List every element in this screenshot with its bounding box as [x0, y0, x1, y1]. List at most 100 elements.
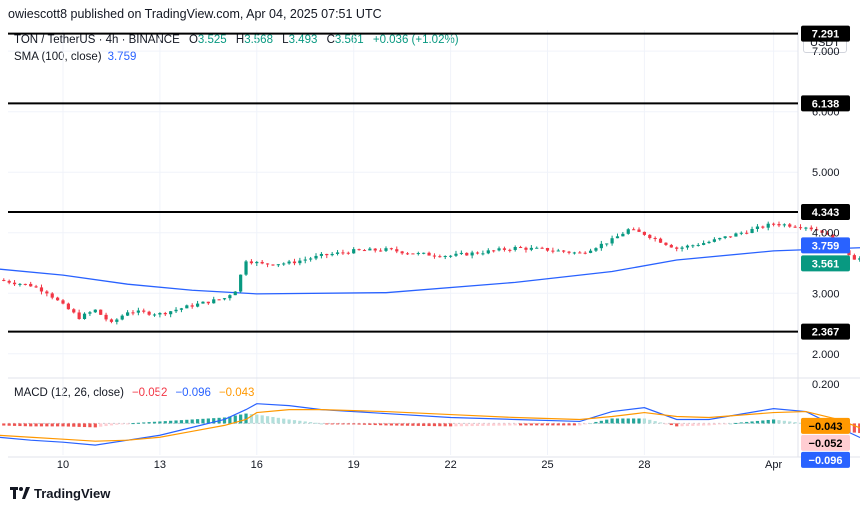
macd-hist-bar: [513, 423, 517, 426]
candle-down: [346, 252, 350, 254]
candle-down: [109, 319, 114, 322]
candle-up: [136, 310, 140, 313]
sma-label[interactable]: SMA (100, close): [14, 51, 102, 63]
candle-up: [169, 311, 173, 315]
candle-down: [99, 309, 103, 315]
macd-hist-bar: [335, 423, 340, 425]
candle-down: [583, 252, 587, 254]
macd-hist-bar: [556, 423, 560, 426]
candle-down: [551, 250, 555, 252]
candle-up: [529, 247, 533, 250]
candle-up: [282, 263, 286, 265]
macd-lines: [0, 403, 860, 446]
macd-hist-bar: [502, 423, 507, 426]
tradingview-brand[interactable]: TradingView: [10, 486, 110, 501]
candle-down: [45, 291, 49, 294]
candle-up: [739, 232, 743, 234]
candle-down: [502, 248, 507, 250]
open-value: 3.525: [197, 34, 227, 46]
macd-hist-bar: [449, 423, 453, 427]
macd-hist-bar: [126, 423, 130, 425]
macd-hist-bar: [572, 423, 577, 426]
candle-down: [664, 242, 668, 245]
macd-hist-bar: [605, 419, 609, 424]
candle-down: [545, 247, 550, 251]
macd-hist-bar: [72, 423, 76, 427]
time-tick-label: 25: [541, 459, 553, 471]
macd-hist-bar: [696, 423, 700, 426]
price-tick-label: 3.000: [812, 288, 840, 300]
macd-hist-bar: [508, 423, 512, 426]
price-tick-label: 7.000: [812, 46, 840, 58]
macd-hist-bar: [352, 423, 356, 425]
macd-line: [0, 403, 860, 446]
candle-up: [228, 295, 232, 299]
macd-hist-bar: [858, 423, 860, 434]
candle-down: [508, 249, 512, 251]
candle-up: [718, 237, 722, 240]
candle-up: [610, 238, 614, 244]
macd-hist-bar: [567, 423, 571, 426]
macd-hist-bar: [739, 422, 743, 424]
candles: [2, 221, 860, 325]
macd-hist-bar: [45, 423, 49, 427]
candle-up: [303, 259, 307, 261]
time-tick-label: Apr: [765, 459, 782, 471]
candle-up: [319, 253, 323, 256]
candle-down: [379, 250, 383, 252]
macd-hist-bar: [136, 422, 140, 424]
macd-hist-bar: [405, 423, 410, 426]
candle-down: [163, 312, 167, 315]
macd-hist-bar: [798, 422, 803, 424]
candle-down: [777, 223, 781, 226]
macd-hist-bar: [545, 423, 550, 426]
price-tag-label: 6.138: [812, 98, 840, 110]
support-resistance-lines[interactable]: [8, 32, 798, 333]
macd-hist-bar: [314, 422, 318, 424]
low-value: 3.493: [288, 34, 318, 46]
candle-down: [524, 247, 528, 250]
candle-up: [174, 309, 178, 312]
candle-down: [34, 286, 38, 288]
macd-hist-bar: [325, 423, 329, 425]
candle-down: [562, 250, 566, 252]
macd-hist-bar: [475, 423, 480, 426]
macd-hist-bar: [179, 420, 184, 424]
candle-down: [825, 232, 830, 235]
time-axis[interactable]: 10131619222528Apr4710: [57, 459, 860, 471]
macd-hist-bar: [104, 423, 108, 427]
candle-down: [325, 253, 329, 256]
candle-down: [29, 283, 33, 287]
symbol-name[interactable]: TON / TetherUS · 4h · BINANCE: [14, 34, 180, 46]
macd-hist-bar: [93, 423, 97, 428]
macd-hist-bar: [648, 419, 652, 424]
candle-up: [513, 246, 517, 250]
macd-hist-bar: [18, 423, 22, 427]
macd-hist-bar: [357, 423, 361, 425]
macd-label[interactable]: MACD (12, 26, close): [14, 387, 124, 399]
close-key: C: [326, 34, 335, 46]
candle-down: [788, 224, 792, 227]
candle-down: [852, 255, 856, 260]
macd-hist-bar: [718, 423, 722, 425]
candle-down: [820, 230, 824, 233]
candle-down: [432, 255, 437, 257]
macd-hist-bar: [195, 419, 200, 424]
candle-up: [734, 233, 738, 237]
macd-hist-bar: [610, 418, 614, 424]
macd-hist-bar: [777, 420, 781, 424]
macd-tick-label: 0.200: [812, 379, 840, 391]
macd-hist-bar: [675, 423, 679, 427]
macd-hist-bar: [438, 423, 442, 427]
macd-line-value: −0.096: [175, 387, 211, 399]
macd-hist-bar: [244, 413, 248, 424]
candle-up: [599, 243, 603, 249]
sma-value: 3.759: [107, 51, 137, 63]
candle-up: [201, 301, 205, 304]
change-value: +0.036 (+1.02%): [372, 34, 459, 46]
candle-up: [449, 255, 453, 257]
candle-down: [809, 227, 813, 230]
candle-up: [93, 309, 97, 313]
